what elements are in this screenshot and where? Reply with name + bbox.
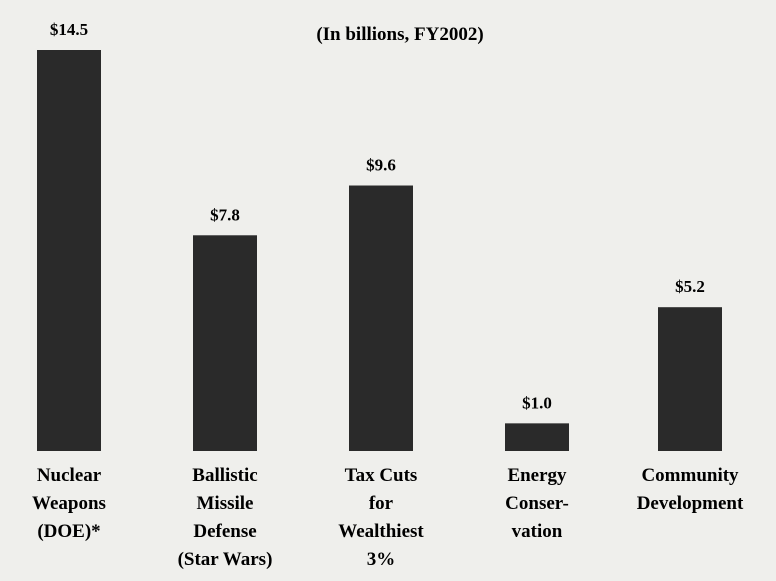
category-label-1-line-1: Missile	[197, 493, 254, 514]
chart-subtitle: (In billions, FY2002)	[316, 24, 483, 45]
category-label-2-line-1: for	[369, 493, 394, 514]
value-label-0: $14.5	[50, 20, 88, 39]
category-label-0-line-2: (DOE)*	[37, 521, 100, 542]
value-label-2: $9.6	[366, 156, 396, 175]
bar-3	[505, 423, 569, 451]
value-label-3: $1.0	[522, 393, 552, 412]
category-label-1-line-2: Defense	[193, 521, 256, 542]
category-label-1-line-0: Ballistic	[192, 465, 257, 486]
category-labels-group: Nuclear Weapons (DOE)* Ballistic Missile Defe…	[32, 465, 744, 570]
value-label-1: $7.8	[210, 205, 240, 224]
category-label-4-line-0: Community	[641, 465, 739, 486]
bar-0	[37, 50, 101, 451]
category-label-4-line-1: Development	[637, 493, 744, 514]
category-label-3-line-0: Energy	[507, 465, 567, 486]
category-label-3-line-2: vation	[512, 521, 563, 542]
value-label-4: $5.2	[675, 277, 705, 296]
category-label-0-line-0: Nuclear	[37, 465, 102, 486]
category-label-0-line-1: Weapons	[32, 493, 106, 514]
category-label-2-line-3: 3%	[367, 549, 396, 570]
bar-1	[193, 235, 257, 451]
value-labels-group: $14.5 $7.8 $9.6 $1.0 $5.2	[50, 20, 705, 412]
bar-4	[658, 307, 722, 451]
category-label-3-line-1: Conser-	[505, 493, 569, 514]
category-label-2-line-0: Tax Cuts	[345, 465, 418, 486]
bar-2	[349, 185, 413, 451]
category-label-1-line-3: (Star Wars)	[178, 549, 273, 570]
category-label-2-line-2: Wealthiest	[338, 521, 424, 542]
bars-group	[37, 50, 722, 451]
